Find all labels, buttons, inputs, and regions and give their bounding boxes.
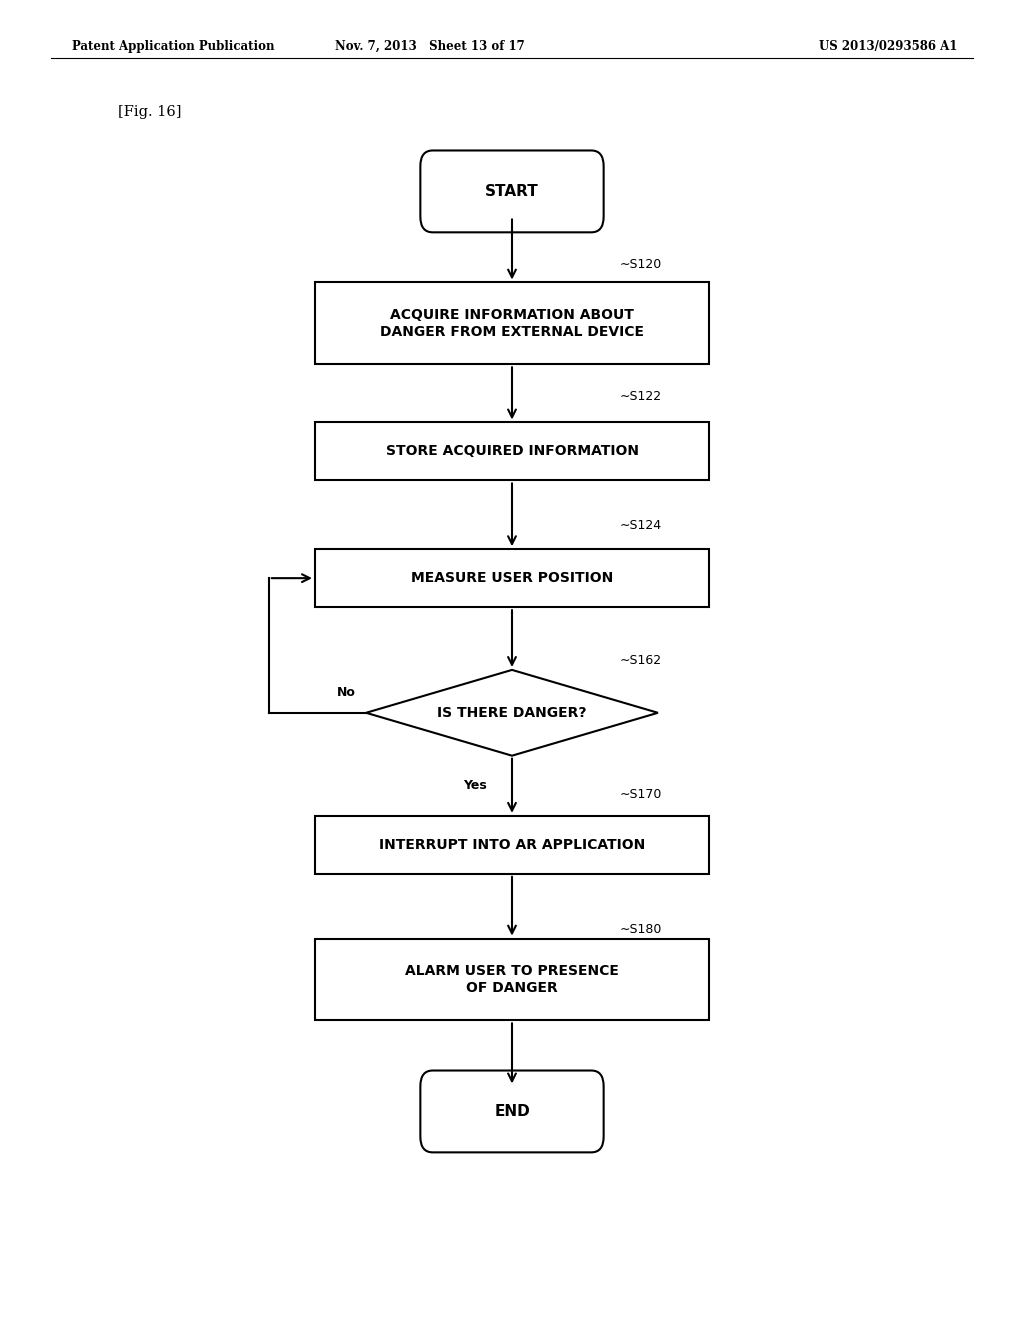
- Bar: [315, 549, 709, 607]
- Text: END: END: [495, 1104, 529, 1119]
- FancyBboxPatch shape: [420, 150, 603, 232]
- Text: No: No: [337, 686, 356, 700]
- Text: ∼S170: ∼S170: [620, 788, 662, 801]
- Text: STORE ACQUIRED INFORMATION: STORE ACQUIRED INFORMATION: [385, 445, 639, 458]
- Text: ∼S162: ∼S162: [620, 653, 662, 667]
- Text: Patent Application Publication: Patent Application Publication: [72, 40, 274, 53]
- Text: ALARM USER TO PRESENCE
OF DANGER: ALARM USER TO PRESENCE OF DANGER: [406, 965, 618, 994]
- Text: US 2013/0293586 A1: US 2013/0293586 A1: [819, 40, 957, 53]
- Text: IS THERE DANGER?: IS THERE DANGER?: [437, 706, 587, 719]
- Bar: [315, 939, 709, 1020]
- Text: ∼S180: ∼S180: [620, 923, 662, 936]
- Text: ACQUIRE INFORMATION ABOUT
DANGER FROM EXTERNAL DEVICE: ACQUIRE INFORMATION ABOUT DANGER FROM EX…: [380, 309, 644, 338]
- Text: ∼S120: ∼S120: [620, 257, 662, 271]
- Text: ∼S122: ∼S122: [620, 389, 662, 403]
- Bar: [315, 422, 709, 480]
- Polygon shape: [367, 671, 657, 755]
- Bar: [315, 816, 709, 874]
- Text: Yes: Yes: [463, 779, 486, 792]
- Text: MEASURE USER POSITION: MEASURE USER POSITION: [411, 572, 613, 585]
- Text: [Fig. 16]: [Fig. 16]: [118, 106, 181, 119]
- Text: Nov. 7, 2013   Sheet 13 of 17: Nov. 7, 2013 Sheet 13 of 17: [335, 40, 525, 53]
- FancyBboxPatch shape: [420, 1071, 603, 1152]
- Text: INTERRUPT INTO AR APPLICATION: INTERRUPT INTO AR APPLICATION: [379, 838, 645, 851]
- Text: START: START: [485, 183, 539, 199]
- Text: ∼S124: ∼S124: [620, 519, 662, 532]
- Bar: [315, 282, 709, 364]
